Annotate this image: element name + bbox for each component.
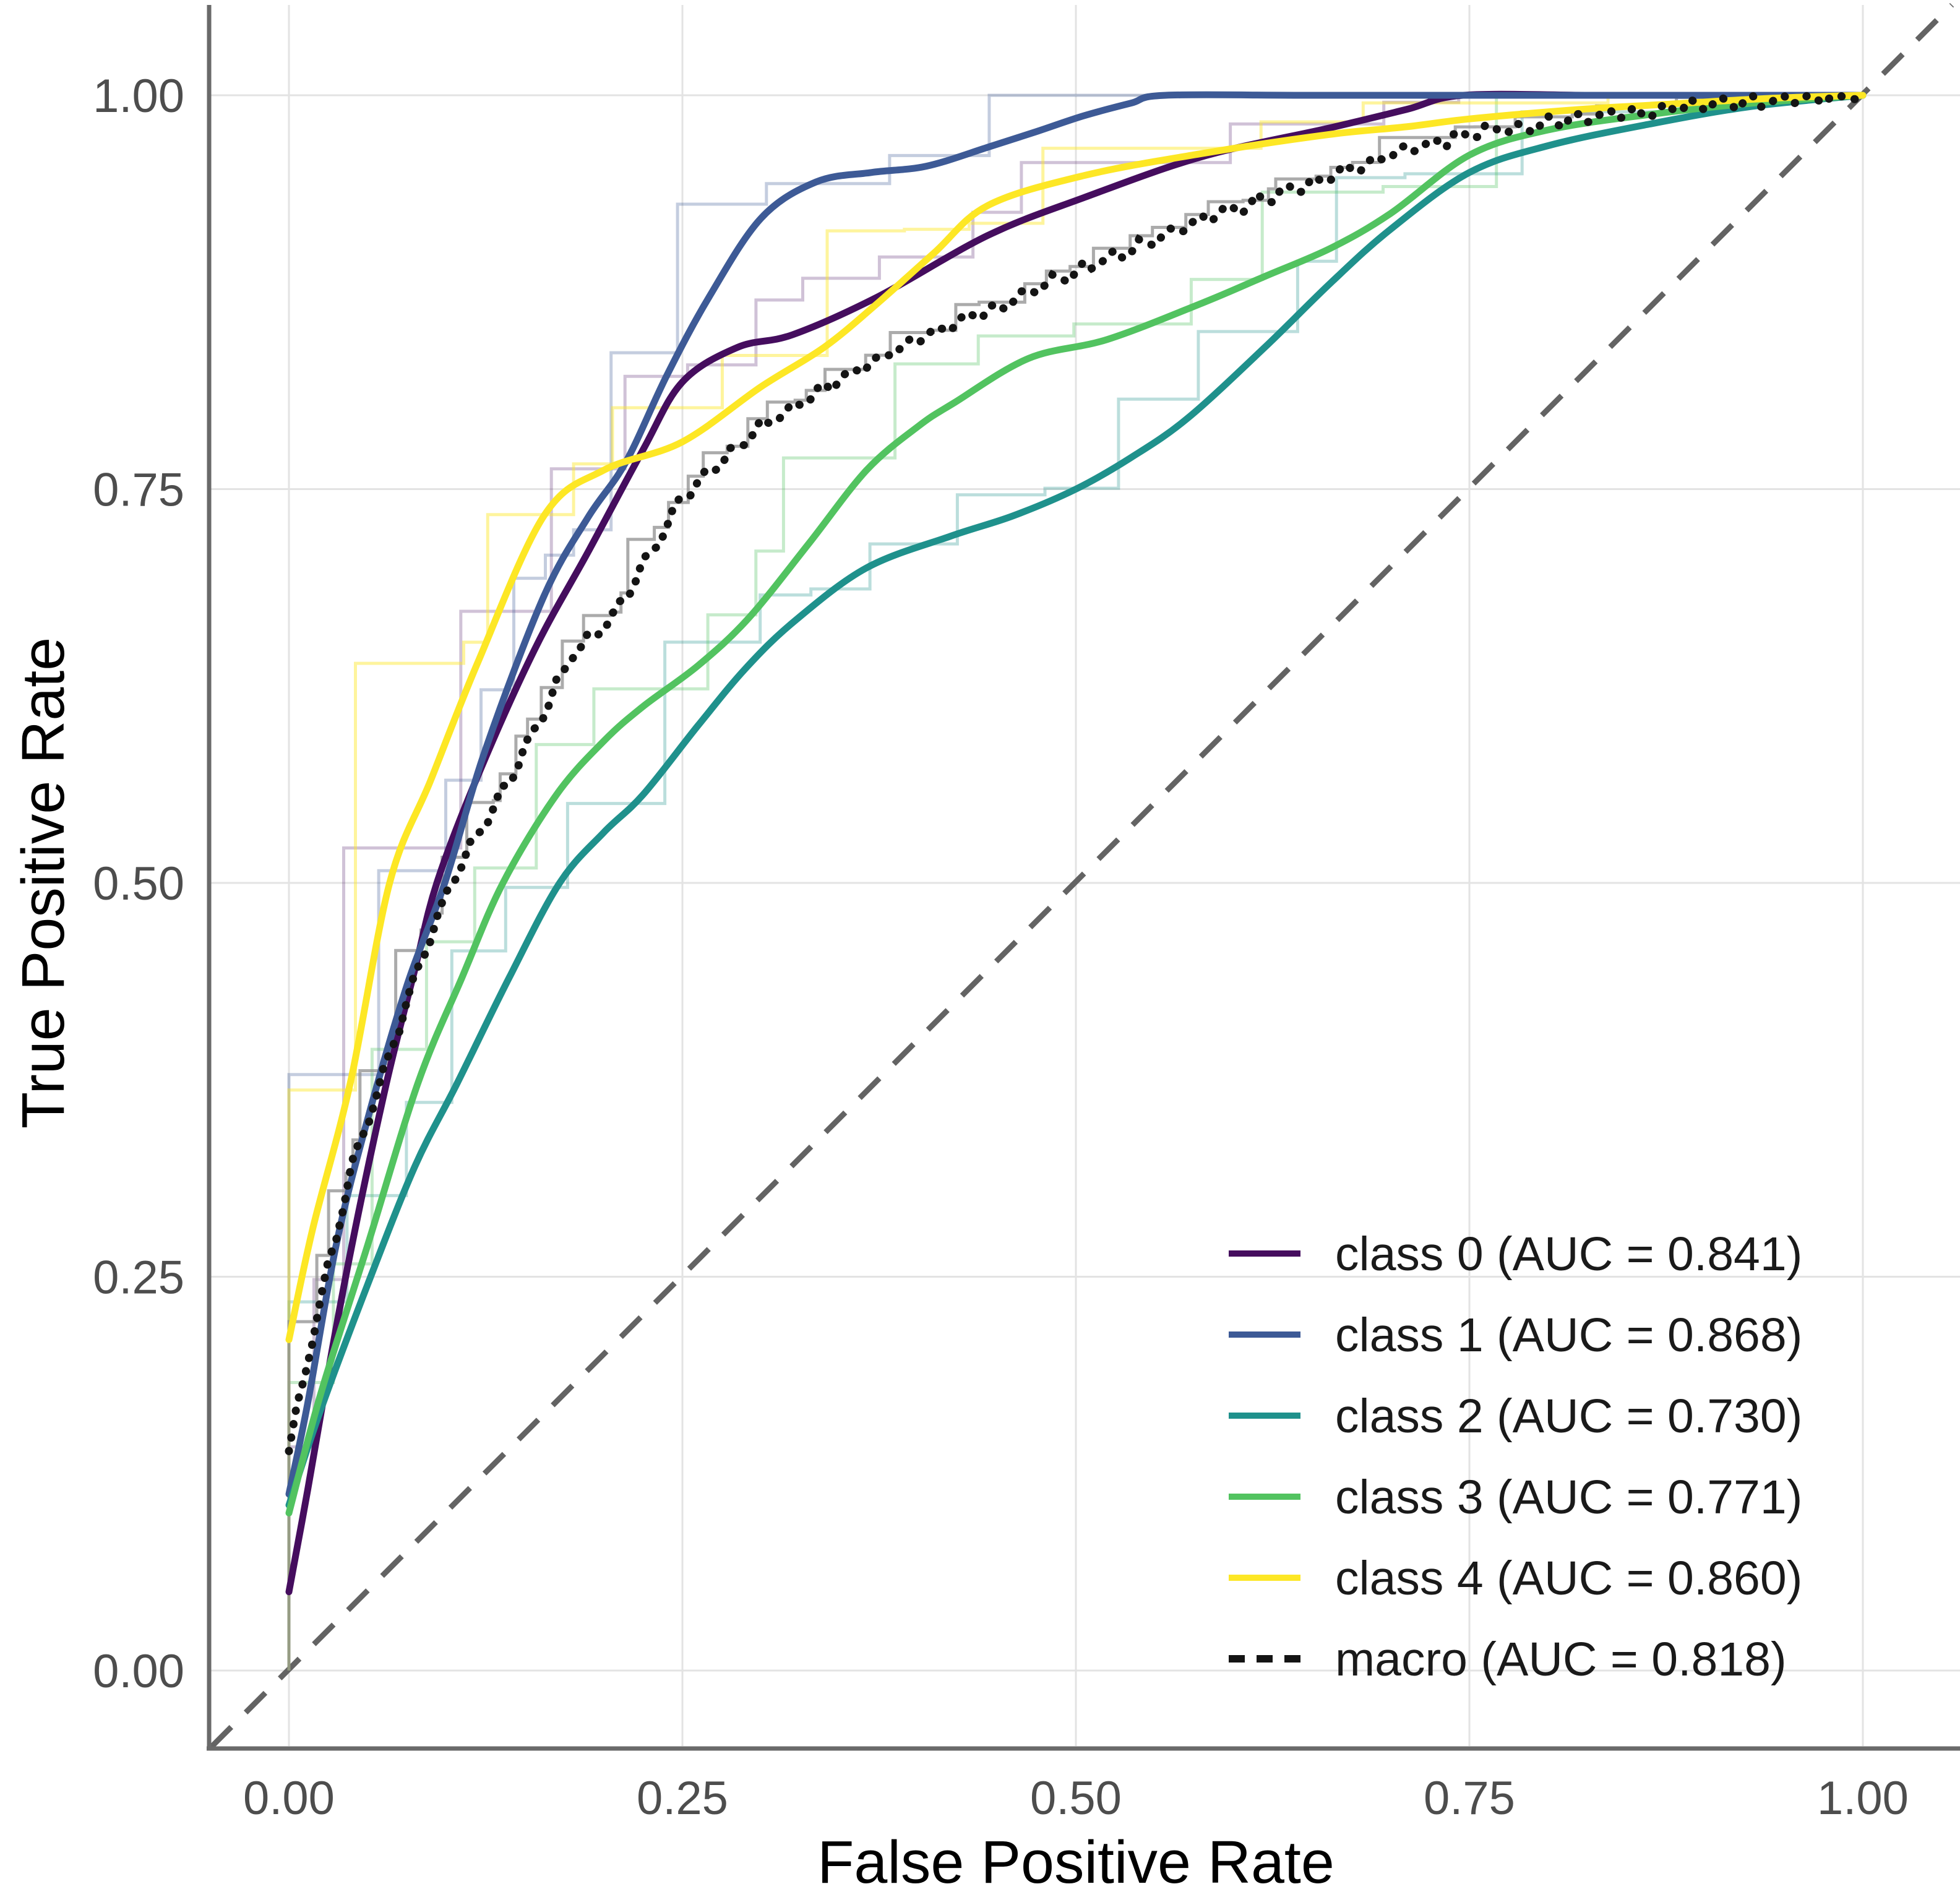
- x-axis-tick-labels: 0.00 0.25 0.50 0.75 1.00: [243, 1772, 1909, 1825]
- roc-steps-class2: [287, 93, 1863, 1671]
- roc-steps-class3: [287, 93, 1863, 1671]
- roc-curve-macro: [285, 90, 1867, 1455]
- y-tick-label: 0.75: [93, 464, 184, 517]
- legend-label-class2: class 2 (AUC = 0.730): [1335, 1390, 1802, 1443]
- axis-spines: [207, 5, 1960, 1751]
- x-tick-label: 1.00: [1817, 1772, 1909, 1825]
- x-tick-label: 0.75: [1424, 1772, 1515, 1825]
- roc-curve-class4: [285, 92, 1867, 1343]
- legend-label-macro: macro (AUC = 0.818): [1335, 1633, 1787, 1686]
- y-tick-label: 0.00: [93, 1645, 184, 1698]
- y-tick-label: 1.00: [93, 70, 184, 123]
- roc-curve-class2: [285, 92, 1867, 1509]
- y-axis-title: True Positive Rate: [9, 637, 77, 1129]
- y-tick-label: 0.50: [93, 858, 184, 910]
- legend-label-class1: class 1 (AUC = 0.868): [1335, 1309, 1802, 1362]
- roc-curve-class0: [285, 90, 1867, 1596]
- x-tick-label: 0.25: [637, 1772, 728, 1825]
- x-axis-title: False Positive Rate: [817, 1828, 1335, 1896]
- chance-diagonal-dashed-line: [209, 2, 1954, 1749]
- x-tick-label: 0.50: [1030, 1772, 1122, 1825]
- y-axis-tick-labels: 0.00 0.25 0.50 0.75 1.00: [93, 70, 184, 1698]
- legend-label-class0: class 0 (AUC = 0.841): [1335, 1228, 1802, 1281]
- x-tick-label: 0.00: [243, 1772, 335, 1825]
- legend: class 0 (AUC = 0.841) class 1 (AUC = 0.86…: [1229, 1228, 1802, 1686]
- roc-curve-class3: [285, 92, 1867, 1516]
- smoothed-roc-curves: [285, 90, 1867, 1596]
- legend-label-class4: class 4 (AUC = 0.860): [1335, 1552, 1802, 1605]
- y-tick-label: 0.25: [93, 1252, 184, 1304]
- legend-label-class3: class 3 (AUC = 0.771): [1335, 1471, 1802, 1524]
